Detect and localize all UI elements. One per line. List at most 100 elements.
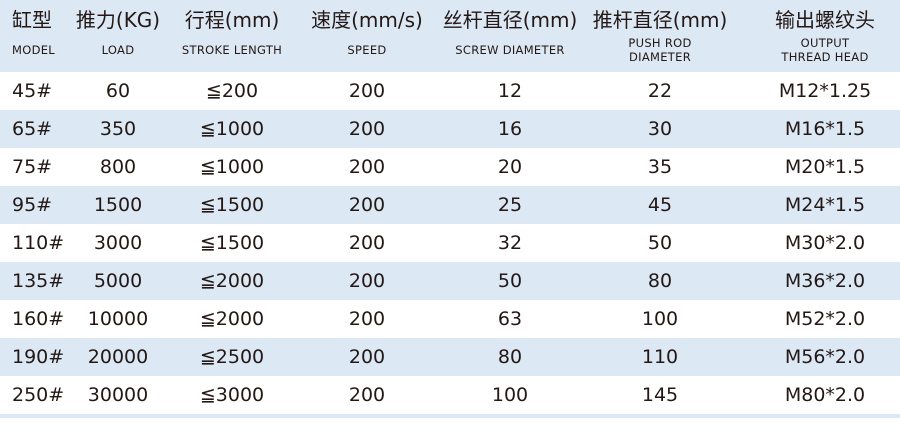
cell-screw-diameter: 63 bbox=[497, 308, 523, 330]
cell-push-rod-diameter: 22 bbox=[647, 80, 673, 102]
cell-load: 30000 bbox=[87, 384, 149, 406]
cell-stroke-length: ≦2000 bbox=[199, 270, 265, 292]
table-footer-strip bbox=[0, 414, 900, 418]
cell-stroke-length: ≦1500 bbox=[199, 232, 265, 254]
cell-output-thread-head: M20*1.5 bbox=[784, 156, 866, 178]
cell-push-rod-diameter: 50 bbox=[647, 232, 673, 254]
cell-load: 20000 bbox=[87, 346, 149, 368]
header-en: OUTPUT THREAD HEAD bbox=[775, 36, 875, 64]
cell-model: 95# bbox=[12, 194, 53, 216]
header-en: LOAD bbox=[101, 43, 135, 57]
table-row: 190# 20000 ≦2500 200 80 110 M56*2.0 bbox=[0, 338, 900, 376]
header-en-line2: DIAMETER bbox=[629, 50, 691, 64]
cell-stroke-length: ≦1500 bbox=[199, 194, 265, 216]
cell-output-thread-head: M12*1.25 bbox=[778, 80, 872, 102]
cell-model: 160# bbox=[12, 308, 65, 330]
cell-load: 3000 bbox=[93, 232, 143, 254]
cell-screw-diameter: 80 bbox=[497, 346, 523, 368]
header-load: 推力(KG) LOAD bbox=[76, 0, 160, 72]
cell-screw-diameter: 100 bbox=[491, 384, 529, 406]
cell-output-thread-head: M30*2.0 bbox=[784, 232, 866, 254]
cell-speed: 200 bbox=[348, 80, 386, 102]
table-row: 250# 30000 ≦3000 200 100 145 M80*2.0 bbox=[0, 376, 900, 414]
cell-speed: 200 bbox=[348, 118, 386, 140]
cell-load: 5000 bbox=[93, 270, 143, 292]
header-en: STROKE LENGTH bbox=[181, 43, 283, 57]
cell-model: 45# bbox=[12, 80, 53, 102]
header-zh: 缸型 bbox=[12, 8, 52, 32]
cell-push-rod-diameter: 45 bbox=[647, 194, 673, 216]
header-zh: 速度(mm/s) bbox=[311, 8, 423, 32]
cell-output-thread-head: M52*2.0 bbox=[784, 308, 866, 330]
table-row: 160# 10000 ≦2000 200 63 100 M52*2.0 bbox=[0, 300, 900, 338]
header-screw-diameter: 丝杆直径(mm) SCREW DIAMETER bbox=[443, 0, 578, 72]
header-zh: 丝杆直径(mm) bbox=[442, 8, 578, 32]
header-en: MODEL bbox=[12, 43, 56, 57]
header-en-line1: PUSH ROD bbox=[628, 36, 692, 50]
cell-stroke-length: ≦1000 bbox=[199, 118, 265, 140]
header-en: SPEED bbox=[347, 43, 387, 57]
cell-speed: 200 bbox=[348, 194, 386, 216]
header-zh: 推力(KG) bbox=[75, 8, 161, 32]
cell-push-rod-diameter: 145 bbox=[641, 384, 679, 406]
header-en: PUSH ROD DIAMETER bbox=[593, 36, 728, 64]
cell-push-rod-diameter: 110 bbox=[641, 346, 679, 368]
cell-load: 10000 bbox=[87, 308, 149, 330]
cell-screw-diameter: 25 bbox=[497, 194, 523, 216]
cell-speed: 200 bbox=[348, 384, 386, 406]
cell-output-thread-head: M24*1.5 bbox=[784, 194, 866, 216]
cell-push-rod-diameter: 100 bbox=[641, 308, 679, 330]
header-speed: 速度(mm/s) SPEED bbox=[311, 0, 423, 72]
header-stroke-length: 行程(mm) STROKE LENGTH bbox=[182, 0, 282, 72]
cell-output-thread-head: M16*1.5 bbox=[784, 118, 866, 140]
table-row: 65# 350 ≦1000 200 16 30 M16*1.5 bbox=[0, 110, 900, 148]
cell-model: 135# bbox=[12, 270, 65, 292]
cell-push-rod-diameter: 80 bbox=[647, 270, 673, 292]
table-row: 45# 60 ≦200 200 12 22 M12*1.25 bbox=[0, 72, 900, 110]
cell-output-thread-head: M80*2.0 bbox=[784, 384, 866, 406]
cell-speed: 200 bbox=[348, 232, 386, 254]
cell-model: 65# bbox=[12, 118, 53, 140]
cell-model: 110# bbox=[12, 232, 65, 254]
header-en: SCREW DIAMETER bbox=[455, 43, 565, 57]
header-push-rod-diameter: 推杆直径(mm) PUSH ROD DIAMETER bbox=[593, 0, 728, 72]
cell-screw-diameter: 12 bbox=[497, 80, 523, 102]
cell-screw-diameter: 16 bbox=[497, 118, 523, 140]
cell-push-rod-diameter: 35 bbox=[647, 156, 673, 178]
header-output-thread-head: 输出螺纹头 OUTPUT THREAD HEAD bbox=[775, 0, 875, 72]
header-model: 缸型 MODEL bbox=[12, 0, 55, 72]
cell-speed: 200 bbox=[348, 308, 386, 330]
cell-output-thread-head: M56*2.0 bbox=[784, 346, 866, 368]
table-row: 110# 3000 ≦1500 200 32 50 M30*2.0 bbox=[0, 224, 900, 262]
cell-model: 75# bbox=[12, 156, 53, 178]
table-row: 75# 800 ≦1000 200 20 35 M20*1.5 bbox=[0, 148, 900, 186]
cell-load: 350 bbox=[99, 118, 137, 140]
cell-load: 800 bbox=[99, 156, 137, 178]
table-row: 95# 1500 ≦1500 200 25 45 M24*1.5 bbox=[0, 186, 900, 224]
cell-stroke-length: ≦1000 bbox=[199, 156, 265, 178]
header-zh: 行程(mm) bbox=[184, 8, 280, 32]
cell-output-thread-head: M36*2.0 bbox=[784, 270, 866, 292]
cell-screw-diameter: 50 bbox=[497, 270, 523, 292]
header-zh: 推杆直径(mm) bbox=[592, 8, 728, 32]
cell-screw-diameter: 32 bbox=[497, 232, 523, 254]
table-row: 135# 5000 ≦2000 200 50 80 M36*2.0 bbox=[0, 262, 900, 300]
cell-model: 190# bbox=[12, 346, 65, 368]
cell-speed: 200 bbox=[348, 270, 386, 292]
cell-load: 1500 bbox=[93, 194, 143, 216]
cell-model: 250# bbox=[12, 384, 65, 406]
table-header: 缸型 MODEL 推力(KG) LOAD 行程(mm) STROKE LENGTH 速度(m… bbox=[0, 0, 900, 72]
cell-speed: 200 bbox=[348, 346, 386, 368]
cell-stroke-length: ≦2500 bbox=[199, 346, 265, 368]
spec-table: 缸型 MODEL 推力(KG) LOAD 行程(mm) STROKE LENGTH 速度(m… bbox=[0, 0, 900, 418]
cell-push-rod-diameter: 30 bbox=[647, 118, 673, 140]
header-en-line1: OUTPUT bbox=[800, 36, 850, 50]
cell-stroke-length: ≦3000 bbox=[199, 384, 265, 406]
cell-stroke-length: ≦2000 bbox=[199, 308, 265, 330]
cell-load: 60 bbox=[105, 80, 131, 102]
header-en-line2: THREAD HEAD bbox=[781, 50, 869, 64]
cell-stroke-length: ≦200 bbox=[205, 80, 259, 102]
cell-speed: 200 bbox=[348, 156, 386, 178]
header-zh: 输出螺纹头 bbox=[775, 8, 875, 32]
cell-screw-diameter: 20 bbox=[497, 156, 523, 178]
